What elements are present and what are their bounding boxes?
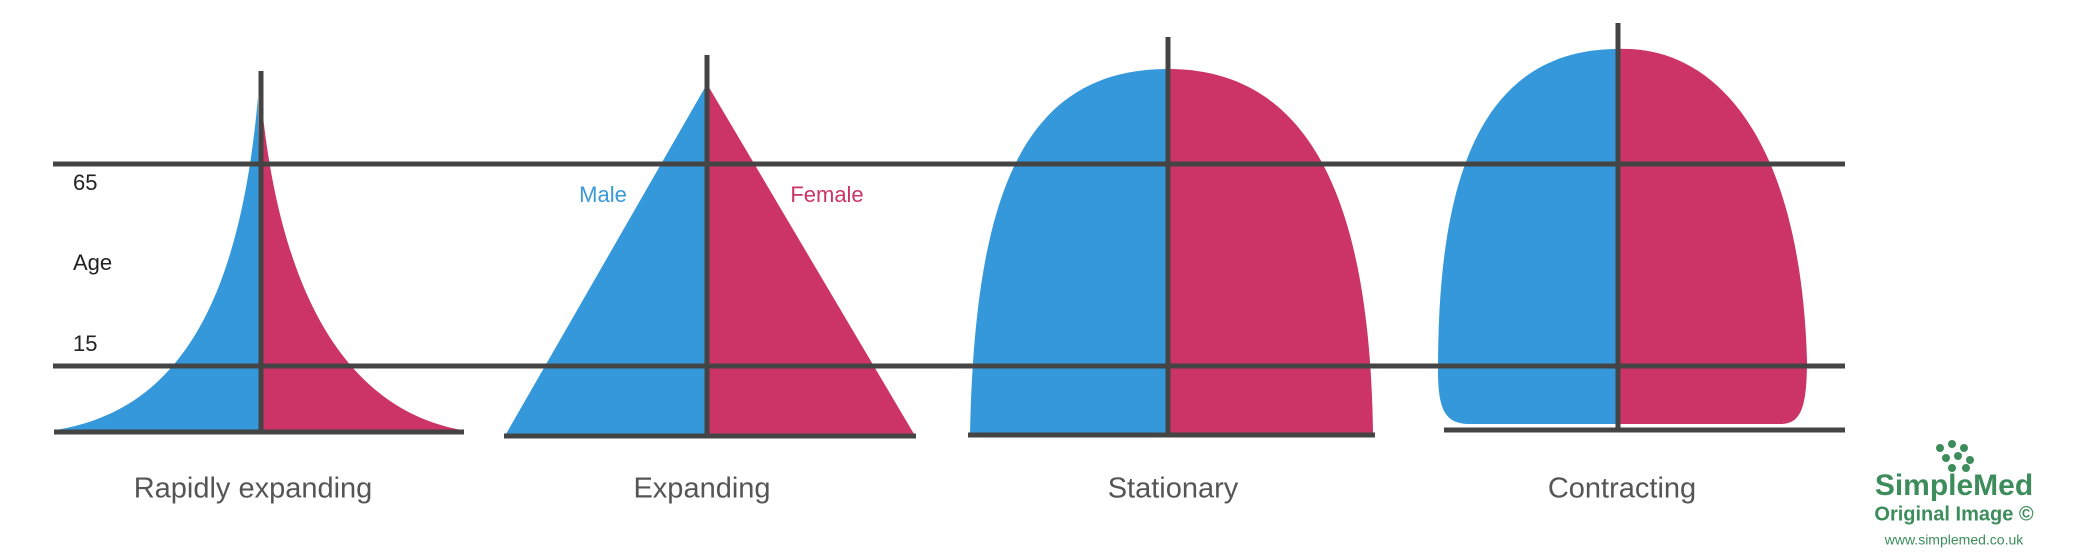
male-area: [56, 97, 261, 430]
pyramid-label: Rapidly expanding: [134, 473, 373, 505]
male-area: [1438, 49, 1618, 424]
age-label: 65: [73, 170, 97, 195]
female-area: [707, 84, 914, 434]
logo-icon: [1936, 440, 1974, 472]
age-label: 15: [73, 331, 97, 356]
watermark-note: Original Image ©: [1874, 503, 2033, 525]
legend-female: Female: [790, 182, 863, 207]
watermark-brand: SimpleMed: [1875, 469, 2033, 502]
female-area: [1168, 69, 1373, 433]
male-area: [506, 84, 707, 434]
female-area: [261, 97, 462, 430]
legend-male: Male: [579, 182, 627, 207]
pyramid-label: Expanding: [633, 473, 770, 505]
axis-title: Age: [73, 250, 112, 275]
pyramid-label: Contracting: [1548, 473, 1696, 505]
pyramid-label: Stationary: [1108, 473, 1239, 505]
watermark-url: www.simplemed.co.uk: [1884, 532, 2024, 548]
female-area: [1618, 48, 1807, 425]
male-area: [970, 69, 1168, 433]
